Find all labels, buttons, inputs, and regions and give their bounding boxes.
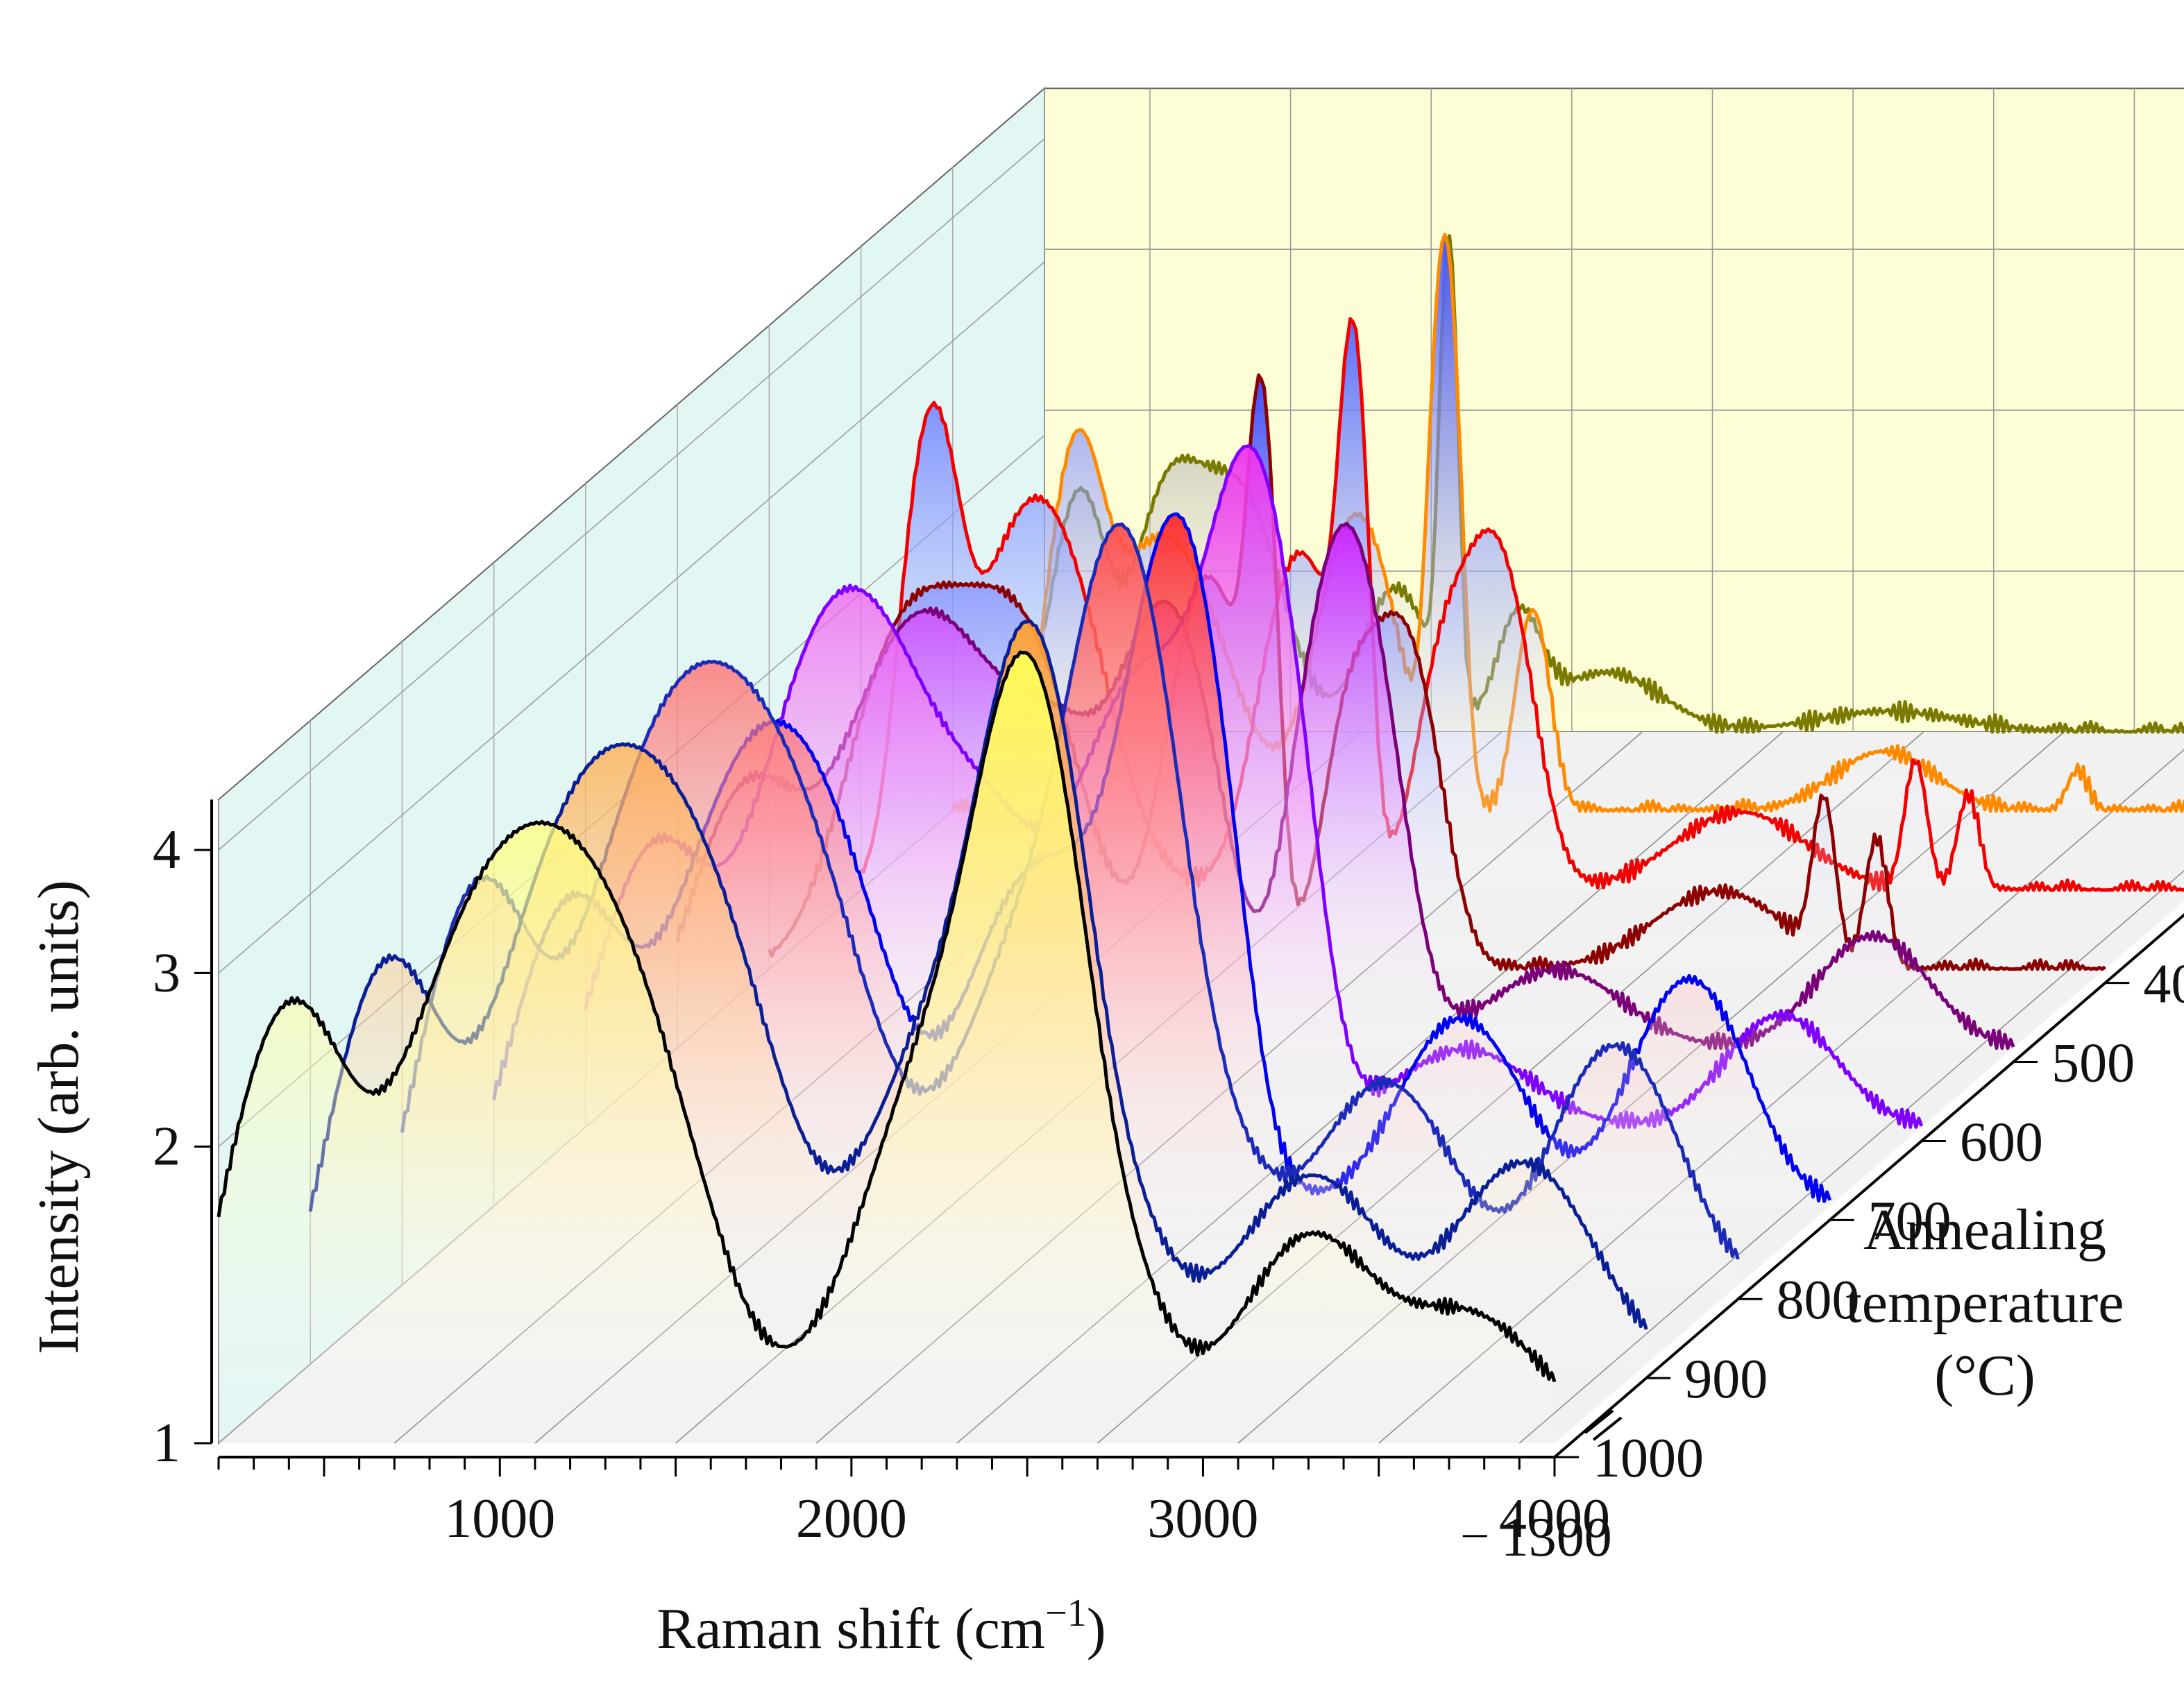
z-axis-break-mark [1592,1416,1623,1441]
y-tick-label: 4 [153,819,180,880]
z-axis-break-mark [1584,1409,1614,1434]
side-wall-gridline [218,261,1045,973]
floor-gridline [1518,870,2184,1444]
x-axis-title: Raman shift (cm−1) [657,1592,1106,1661]
z-tick-label: 500 [2051,1033,2135,1094]
chart-series [217,232,2184,1443]
x-tick-label: 4000 [1499,1488,1610,1549]
y-tick-label: 2 [153,1116,180,1177]
z-tick-label: 900 [1684,1349,1768,1410]
z-tick-label: 400 [2143,954,2184,1015]
x-tick-label: 1000 [444,1488,555,1549]
z-tick-label: 1000 [1593,1428,1704,1489]
z-tick-label: 800 [1776,1270,1859,1331]
series-line-100 [217,650,1557,1383]
chart-axes: 1000200030004000123410020030040050060070… [153,799,2184,1568]
series-line-600 [675,522,2015,1050]
series-fill-100 [219,652,1555,1443]
z-tick-label: 1300 [1501,1507,1612,1568]
series-fill-500 [585,445,1922,1128]
z-axis-title-line3: (°C) [1934,1343,2035,1408]
y-tick-label: 3 [153,942,180,1003]
series-line-800 [859,317,2184,892]
x-tick-label: 2000 [796,1488,907,1549]
series-line-700 [768,373,2106,971]
side-wall-gridline [218,138,1045,851]
z-axis-line [1553,913,2184,1458]
z-axis-title-line2: temperature [1845,1270,2124,1335]
y-tick-label: 1 [153,1413,180,1474]
z-axis-title-line1: Annealing [1863,1198,2106,1262]
x-tick-label: 3000 [1147,1488,1258,1549]
z-tick-label: 700 [1868,1191,1952,1252]
y-axis-title: Intensity (arb. units) [26,880,91,1354]
z-tick-label: 600 [1960,1112,2043,1173]
